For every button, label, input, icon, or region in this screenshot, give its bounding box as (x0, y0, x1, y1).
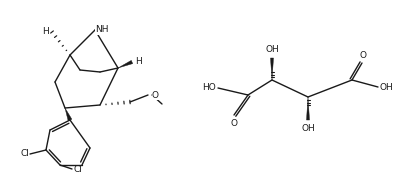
Text: H: H (42, 28, 49, 37)
Polygon shape (65, 108, 72, 121)
Text: O: O (230, 119, 237, 128)
Text: O: O (359, 51, 366, 60)
Text: OH: OH (265, 45, 279, 54)
Text: Cl: Cl (20, 150, 29, 159)
Text: Cl: Cl (73, 165, 82, 174)
Text: H: H (135, 58, 142, 66)
Polygon shape (271, 58, 273, 80)
Text: OH: OH (380, 83, 394, 92)
Text: HO: HO (202, 83, 216, 92)
Polygon shape (118, 60, 133, 68)
Text: NH: NH (95, 26, 109, 35)
Text: O: O (152, 90, 159, 100)
Polygon shape (306, 97, 309, 120)
Text: OH: OH (301, 124, 315, 133)
